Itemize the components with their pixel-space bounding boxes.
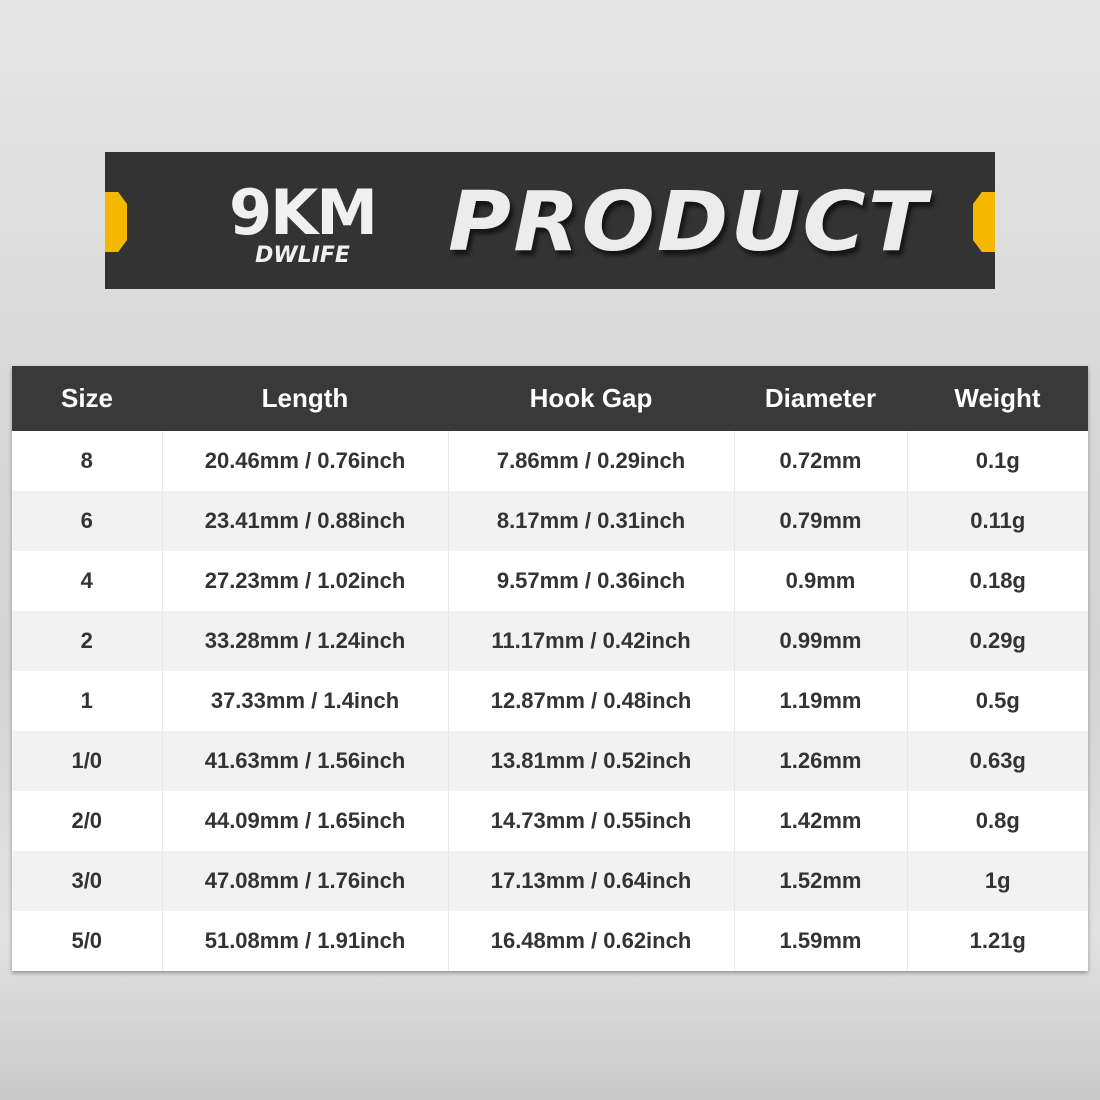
table-row: 4 27.23mm / 1.02inch 9.57mm / 0.36inch 0.9m… <box>12 551 1088 611</box>
table-row: 2/0 44.09mm / 1.65inch 14.73mm / 0.55inch 1… <box>12 791 1088 851</box>
banner-accent-right <box>973 192 995 252</box>
table-cell: 0.18g <box>906 551 1088 611</box>
table-cell: 0.1g <box>906 431 1088 491</box>
table-cell: 27.23mm / 1.02inch <box>161 551 448 611</box>
size-spec-table: Size Length Hook Gap Diameter Weight 8 20.46m… <box>12 366 1088 971</box>
table-cell: 20.46mm / 0.76inch <box>161 431 448 491</box>
table-cell: 1.19mm <box>733 671 907 731</box>
table-cell: 2/0 <box>12 791 162 851</box>
table-row: 5/0 51.08mm / 1.91inch 16.48mm / 0.62inch 1… <box>12 911 1088 971</box>
table-cell: 23.41mm / 0.88inch <box>161 491 448 551</box>
table-cell: 9.57mm / 0.36inch <box>447 551 734 611</box>
table-cell: 1/0 <box>12 731 162 791</box>
table-cell: 5/0 <box>12 911 162 971</box>
table-cell: 44.09mm / 1.65inch <box>161 791 448 851</box>
table-cell: 12.87mm / 0.48inch <box>447 671 734 731</box>
table-cell: 41.63mm / 1.56inch <box>161 731 448 791</box>
table-cell: 4 <box>12 551 162 611</box>
table-cell: 6 <box>12 491 162 551</box>
table-cell: 33.28mm / 1.24inch <box>161 611 448 671</box>
table-cell: 1.52mm <box>733 851 907 911</box>
table-cell: 37.33mm / 1.4inch <box>161 671 448 731</box>
table-header-row: Size Length Hook Gap Diameter Weight <box>12 366 1088 431</box>
brand-logo: 9KM DWLIFE <box>200 182 405 268</box>
table-cell: 0.72mm <box>733 431 907 491</box>
table-row: 6 23.41mm / 0.88inch 8.17mm / 0.31inch 0.79… <box>12 491 1088 551</box>
table-row: 1/0 41.63mm / 1.56inch 13.81mm / 0.52inch 1… <box>12 731 1088 791</box>
column-header-diameter: Diameter <box>734 366 907 431</box>
table-cell: 8 <box>12 431 162 491</box>
table-cell: 51.08mm / 1.91inch <box>161 911 448 971</box>
column-header-hook-gap: Hook Gap <box>448 366 734 431</box>
banner-title: PRODUCT <box>448 175 929 270</box>
brand-name: 9KM <box>229 176 378 249</box>
table-cell: 1 <box>12 671 162 731</box>
table-cell: 0.99mm <box>733 611 907 671</box>
table-cell: 0.11g <box>906 491 1088 551</box>
table-cell: 47.08mm / 1.76inch <box>161 851 448 911</box>
table-row: 8 20.46mm / 0.76inch 7.86mm / 0.29inch 0.72… <box>12 431 1088 491</box>
table-cell: 17.13mm / 0.64inch <box>447 851 734 911</box>
table-cell: 0.5g <box>906 671 1088 731</box>
table-cell: 3/0 <box>12 851 162 911</box>
table-cell: 0.79mm <box>733 491 907 551</box>
column-header-weight: Weight <box>907 366 1088 431</box>
table-row: 1 37.33mm / 1.4inch 12.87mm / 0.48inch 1.19… <box>12 671 1088 731</box>
table-cell: 14.73mm / 0.55inch <box>447 791 734 851</box>
table-row: 2 33.28mm / 1.24inch 11.17mm / 0.42inch 0.9… <box>12 611 1088 671</box>
table-cell: 16.48mm / 0.62inch <box>447 911 734 971</box>
table-cell: 0.29g <box>906 611 1088 671</box>
table-cell: 1.26mm <box>733 731 907 791</box>
table-cell: 1g <box>906 851 1088 911</box>
table-cell: 0.63g <box>906 731 1088 791</box>
table-cell: 1.21g <box>906 911 1088 971</box>
table-row: 3/0 47.08mm / 1.76inch 17.13mm / 0.64inch 1… <box>12 851 1088 911</box>
column-header-length: Length <box>162 366 448 431</box>
table-cell: 13.81mm / 0.52inch <box>447 731 734 791</box>
table-cell: 1.42mm <box>733 791 907 851</box>
banner-accent-left <box>105 192 127 252</box>
brand-subname: DWLIFE <box>255 243 350 268</box>
table-cell: 11.17mm / 0.42inch <box>447 611 734 671</box>
table-cell: 7.86mm / 0.29inch <box>447 431 734 491</box>
product-banner <box>105 152 995 289</box>
table-cell: 8.17mm / 0.31inch <box>447 491 734 551</box>
table-cell: 0.9mm <box>733 551 907 611</box>
table-cell: 2 <box>12 611 162 671</box>
column-header-size: Size <box>12 366 162 431</box>
table-cell: 1.59mm <box>733 911 907 971</box>
table-cell: 0.8g <box>906 791 1088 851</box>
